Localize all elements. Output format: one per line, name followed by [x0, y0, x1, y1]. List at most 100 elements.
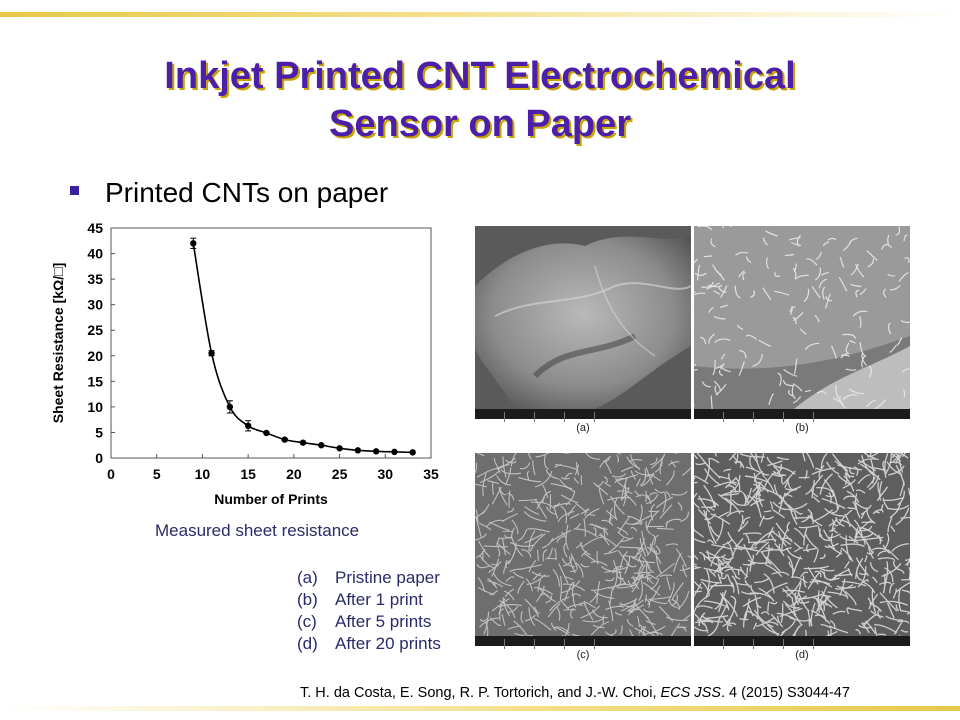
cnt-fiber: [769, 500, 774, 510]
cnt-fiber: [694, 529, 705, 538]
cnt-fiber: [656, 527, 674, 530]
cnt-fiber: [644, 594, 647, 602]
cnt-fiber: [703, 484, 716, 508]
cnt-fiber: [824, 508, 844, 517]
cnt-fiber: [575, 502, 588, 513]
cnt-fiber: [596, 580, 601, 604]
cnt-fiber: [888, 465, 905, 476]
cnt-fiber: [535, 453, 550, 458]
cnt-fiber: [802, 575, 807, 588]
cnt-fiber: [628, 604, 645, 612]
cnt-fiber: [767, 601, 770, 612]
cnt-fiber: [828, 492, 832, 504]
cnt-fiber: [580, 508, 590, 515]
cnt-fiber: [563, 581, 574, 602]
legend-label: (a): [297, 568, 318, 587]
cnt-fiber: [671, 594, 678, 606]
cnt-fiber: [710, 584, 734, 587]
cnt-fiber: [645, 467, 654, 485]
cnt-fiber: [782, 600, 800, 609]
data-point: [226, 403, 234, 411]
chart-caption: Measured sheet resistance: [155, 521, 360, 540]
cnt-fiber: [700, 578, 722, 584]
cnt-fiber: [505, 559, 508, 569]
cnt-fiber: [891, 453, 897, 459]
cnt-fiber: [772, 470, 787, 476]
cnt-fiber: [783, 368, 798, 377]
cnt-fiber: [521, 564, 543, 570]
cnt-fiber: [838, 277, 848, 292]
cnt-fiber: [637, 562, 645, 575]
cnt-fiber: [521, 549, 532, 558]
cnt-fiber: [784, 254, 795, 257]
cnt-fiber: [756, 481, 769, 493]
cnt-fiber: [694, 292, 706, 296]
cnt-fiber: [694, 566, 702, 570]
cnt-fiber: [512, 571, 525, 579]
citation-journal: ECS JSS: [660, 685, 721, 701]
cnt-fiber: [881, 562, 902, 577]
cnt-fiber: [870, 610, 884, 618]
cnt-fiber: [815, 251, 822, 260]
cnt-fiber: [694, 363, 697, 367]
cnt-fiber: [631, 522, 643, 526]
cnt-fiber: [655, 496, 674, 509]
cnt-fiber: [857, 458, 879, 465]
cnt-fiber: [714, 592, 724, 610]
cnt-fiber: [898, 587, 902, 612]
cnt-fiber: [694, 502, 700, 509]
cnt-fiber: [709, 525, 720, 538]
cnt-fiber: [694, 272, 707, 276]
cnt-fiber: [866, 250, 878, 261]
cnt-fiber: [904, 257, 910, 263]
cnt-fiber: [765, 546, 774, 550]
cnt-fiber: [844, 472, 855, 478]
cnt-fiber: [792, 395, 802, 404]
cnt-fiber: [500, 469, 521, 475]
cnt-fiber: [825, 461, 840, 475]
cnt-fiber: [514, 632, 526, 636]
cnt-fiber: [902, 389, 906, 398]
cnt-fiber: [631, 575, 642, 593]
cnt-fiber: [630, 454, 641, 471]
cnt-fiber: [625, 563, 637, 568]
cnt-fiber: [793, 623, 803, 636]
cnt-fiber: [731, 499, 747, 506]
cnt-fiber: [869, 453, 872, 458]
cnt-fiber: [507, 605, 519, 614]
cnt-fiber: [537, 549, 539, 561]
plot-frame: [110, 227, 432, 459]
cnt-fiber: [906, 611, 910, 615]
cnt-fiber: [645, 616, 659, 636]
cnt-fiber: [539, 588, 557, 603]
cnt-fiber: [868, 475, 880, 491]
cnt-fiber: [862, 581, 876, 594]
legend-label: (d): [297, 634, 318, 653]
cnt-fiber: [793, 582, 802, 607]
cnt-fiber: [849, 340, 856, 344]
cnt-fiber: [528, 607, 536, 626]
cnt-fiber: [857, 566, 867, 588]
cnt-fiber: [813, 496, 821, 503]
cnt-fiber: [721, 561, 730, 566]
cnt-fiber: [782, 379, 793, 387]
cnt-fiber: [608, 600, 614, 622]
cnt-fiber: [903, 234, 908, 242]
cnt-fiber: [483, 611, 490, 635]
five-prints-micrograph: [475, 453, 691, 636]
cnt-fiber: [839, 256, 845, 268]
cnt-fiber: [884, 453, 889, 478]
cnt-fiber: [646, 546, 662, 565]
cnt-fiber: [790, 595, 808, 607]
cnt-fiber: [868, 365, 872, 378]
cnt-fiber: [827, 630, 830, 636]
cnt-fiber: [819, 473, 834, 495]
cnt-fiber: [787, 479, 793, 491]
cnt-fiber: [721, 556, 733, 561]
cnt-fiber: [533, 617, 552, 631]
cnt-fiber: [884, 533, 890, 549]
cnt-fiber: [620, 602, 637, 612]
cnt-fiber: [860, 504, 872, 515]
cnt-fiber: [781, 620, 796, 634]
cnt-fiber: [859, 572, 869, 576]
